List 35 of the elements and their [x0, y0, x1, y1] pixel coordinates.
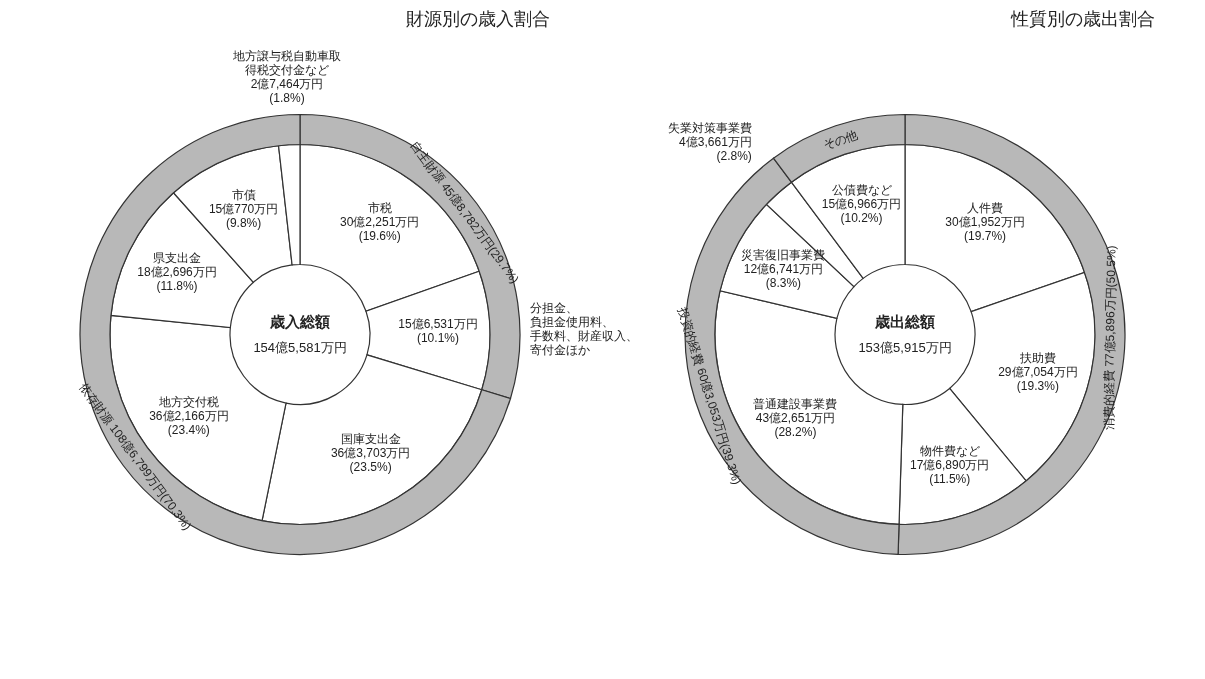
data-label: 29億7,054万円 (19.3%) [998, 364, 1078, 393]
slice-label: 県支出金 [153, 250, 202, 265]
slice-label: 地方交付税 [157, 395, 219, 410]
chart-title: 性質別の歳出割合 [1010, 9, 1155, 29]
data-label: 2億7,464万円 (1.8%) [250, 76, 324, 105]
data-label: 36億2,166万円 (23.4%) [149, 409, 229, 438]
data-label: 17億6,890万円 (11.5%) [910, 458, 990, 487]
data-label: 18億2,696万円 (11.8%) [137, 264, 217, 293]
text: 153億5,915万円 [858, 339, 952, 355]
data-label: 30億1,952万円 (19.7%) [945, 215, 1025, 244]
slice-label: 扶助費 [1018, 350, 1056, 365]
data-label: 15億6,966万円 (10.2%) [821, 196, 902, 225]
data-label: 30億2,251万円 (19.6%) [340, 214, 420, 243]
slice-label: 分担金、負担金使用料、手数料、財産収入、寄付金ほか [529, 301, 638, 358]
slice-label: 公債費など [831, 182, 892, 197]
slice-label: 人件費 [967, 201, 1004, 216]
data-label: 15億770万円 (9.8%) [208, 201, 279, 230]
data-label: 12億6,741万円 (8.3%) [743, 262, 824, 291]
slice-label: 普通建設事業費 [753, 397, 838, 412]
data-label: 36億3,703万円 (23.5%) [330, 446, 411, 475]
slice-label: 市税 [367, 200, 392, 215]
slice-label: 失業対策事業費 [667, 120, 752, 135]
text: 歳入総額 [269, 312, 330, 330]
slice-label: 市債 [231, 187, 256, 202]
data-label: 4億3,661万円 (2.8%) [679, 134, 752, 163]
data-label: 43億2,651万円 (28.2%) [755, 411, 836, 440]
data-label: 15億6,531万円 (10.1%) [398, 317, 478, 346]
slice-label: その他 [821, 127, 860, 153]
slice-label: 消費的経費 77億5,896万円(50.5%) [1101, 245, 1119, 431]
chart-title: 財源別の歳入割合 [406, 9, 550, 29]
text: 154億5,581万円 [253, 339, 347, 355]
slice-label: 国庫支出金 [340, 432, 401, 447]
slice-label: 物件費など [919, 444, 980, 459]
slice-label: 地方譲与税自動車取得税交付金など [232, 48, 341, 77]
text: 歳出総額 [874, 312, 935, 330]
